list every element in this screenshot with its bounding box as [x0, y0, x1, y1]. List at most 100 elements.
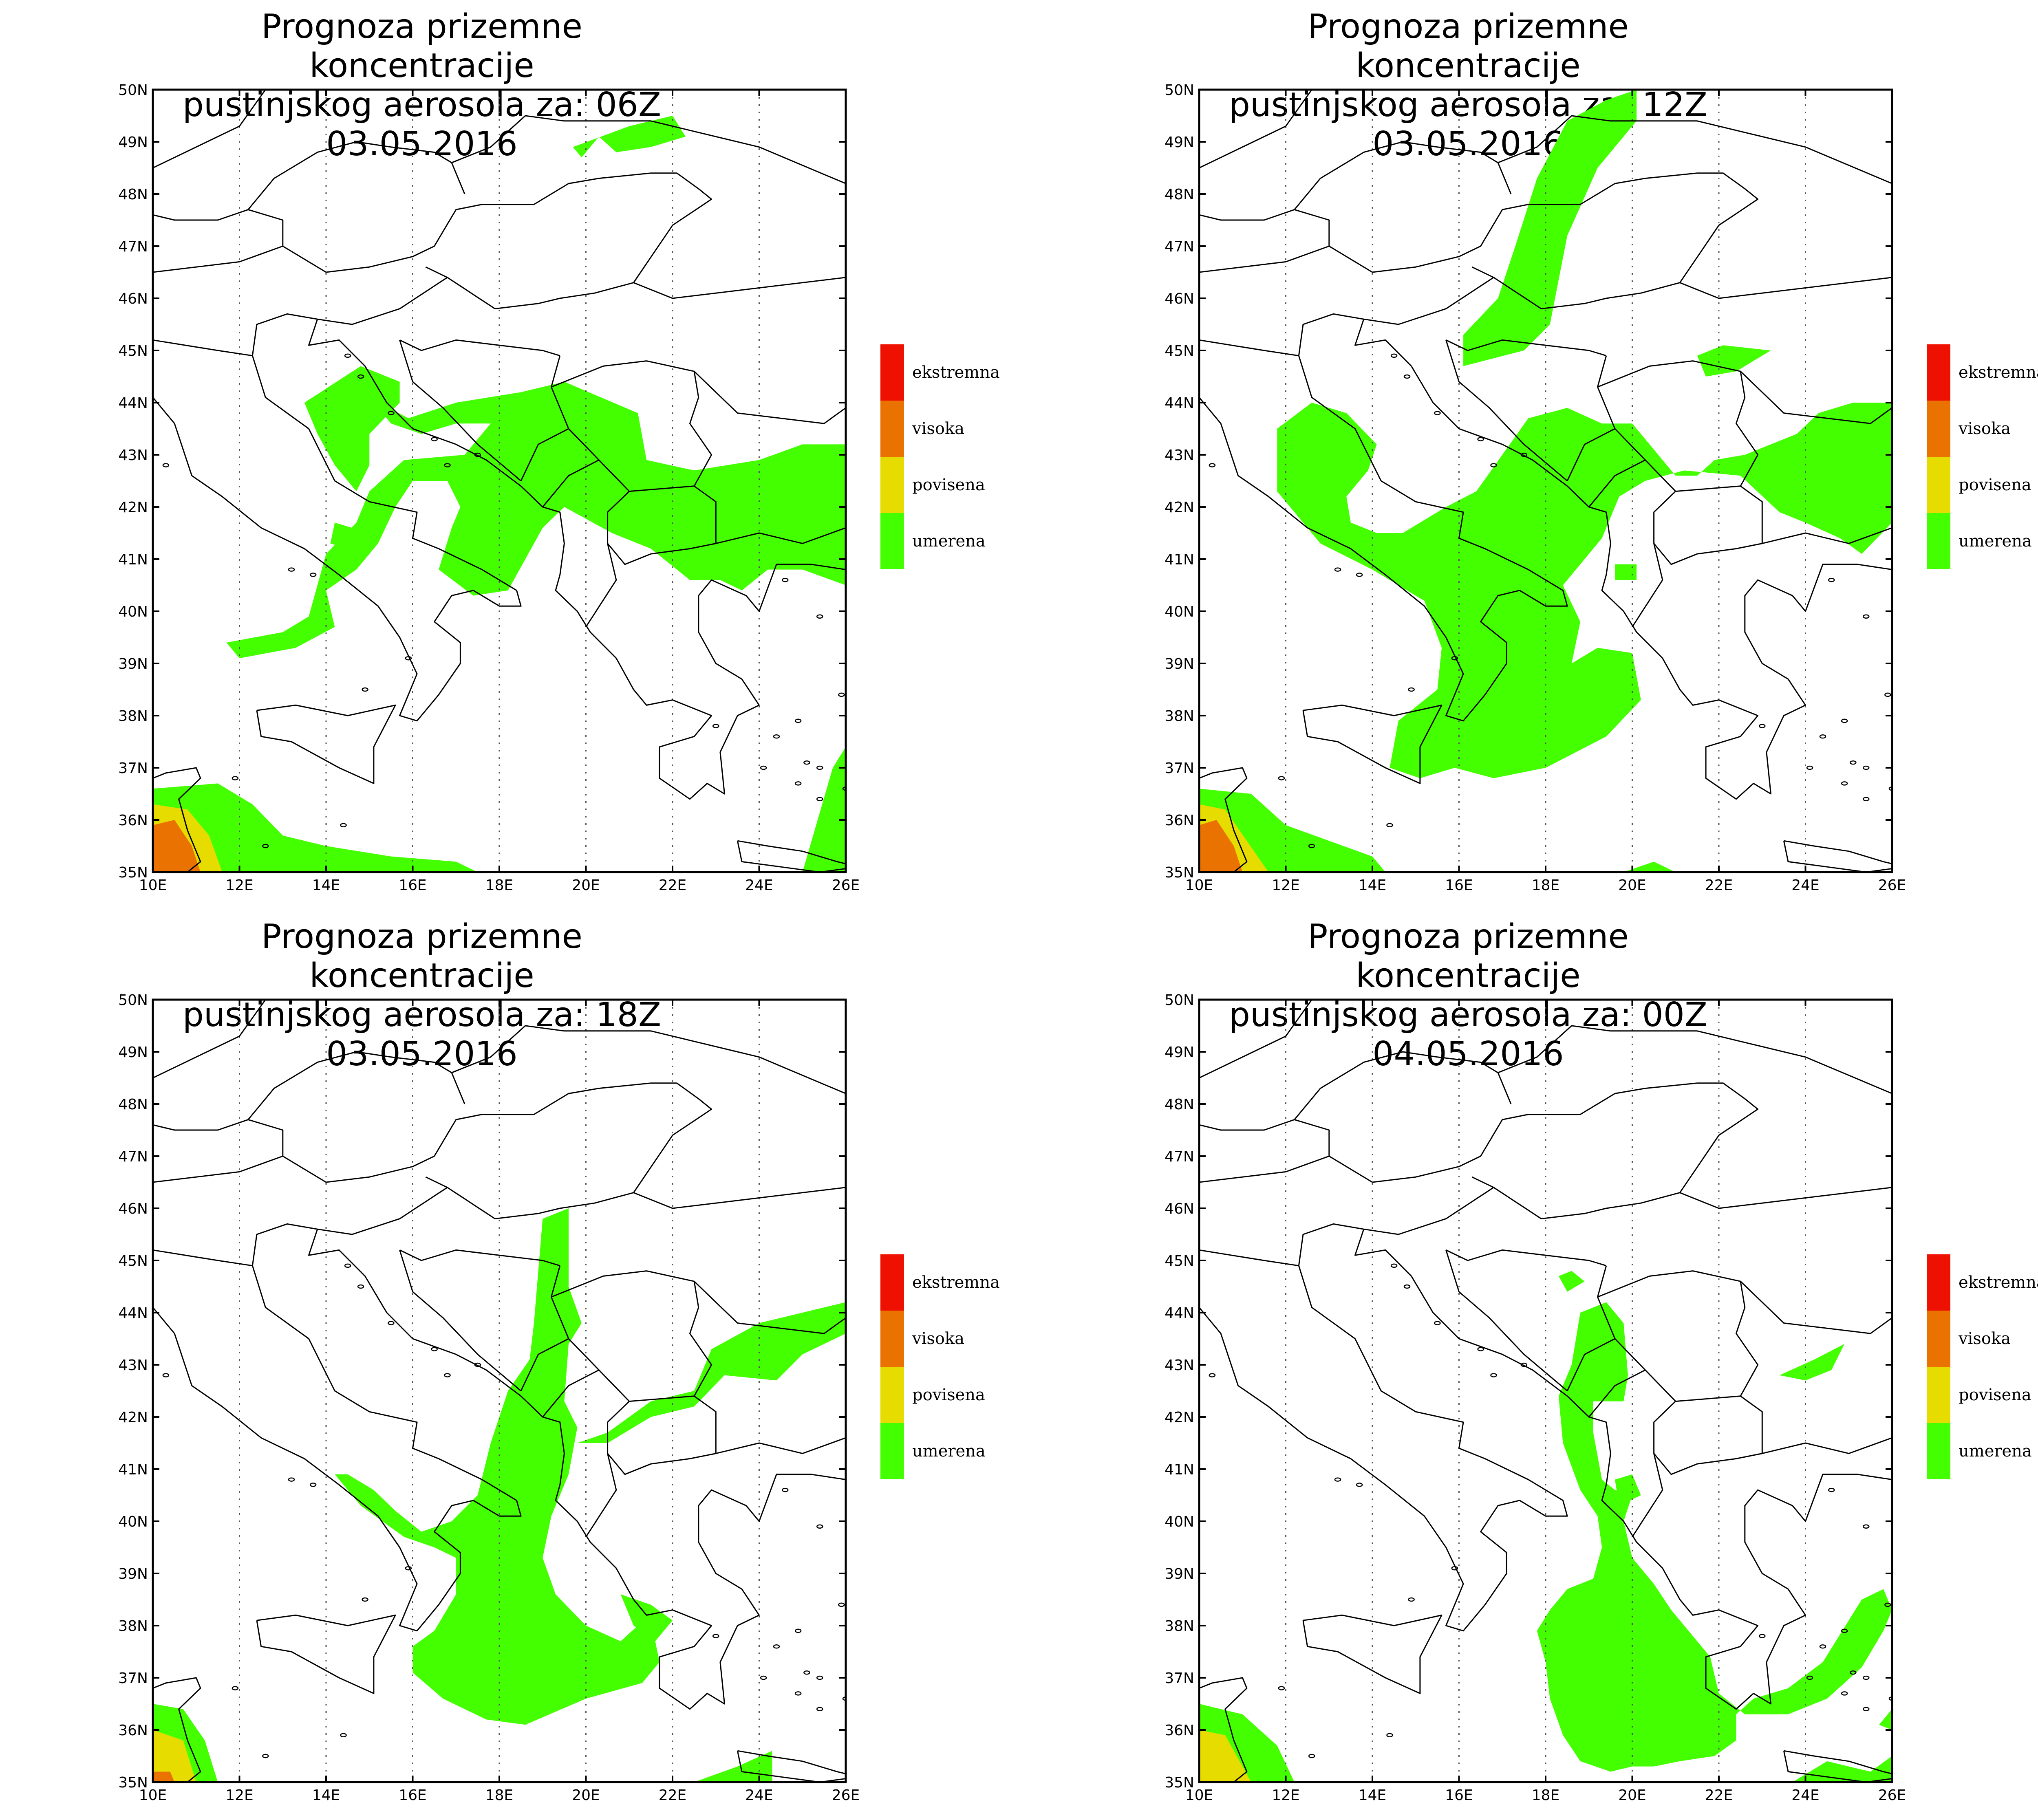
legend-label-umerena: umerena — [1959, 532, 2032, 551]
island — [388, 411, 395, 415]
legend-swatch-povisena — [1927, 457, 1950, 513]
lat-tick-label: 41N — [118, 1461, 148, 1478]
lon-tick-label: 14E — [1359, 1787, 1387, 1804]
island — [1209, 463, 1216, 467]
coastline — [256, 704, 396, 784]
coastline — [568, 1338, 695, 1402]
lon-tick-label: 10E — [1185, 1787, 1213, 1804]
lon-tick-label: 18E — [1532, 1787, 1560, 1804]
coastline — [1363, 1187, 1494, 1235]
dust-area-umerena — [1615, 564, 1637, 580]
coastline — [737, 840, 846, 872]
legend-label-umerena: umerena — [912, 532, 986, 551]
dust-area-umerena — [1697, 345, 1771, 377]
coastline — [1740, 1281, 1892, 1334]
island — [1356, 573, 1363, 577]
legend: ekstremna visoka povisena umerena — [880, 1254, 1000, 1479]
island — [816, 1675, 823, 1680]
coastline — [1445, 1249, 1568, 1392]
legend-label-povisena: povisena — [1959, 476, 2031, 494]
lon-tick-label: 12E — [1272, 877, 1300, 894]
legend-swatch-umerena — [880, 1423, 904, 1479]
island — [1828, 1487, 1835, 1492]
lon-tick-label: 20E — [1618, 877, 1646, 894]
island — [162, 463, 170, 467]
coastline — [694, 1281, 846, 1334]
lat-tick-label: 44N — [1165, 395, 1194, 412]
island — [288, 567, 295, 572]
coastline — [1498, 115, 1892, 184]
lat-tick-label: 47N — [118, 1148, 148, 1165]
coastline — [1199, 339, 1299, 357]
coastline — [153, 767, 201, 872]
coastline — [1614, 1338, 1741, 1402]
coastline — [551, 360, 712, 487]
island — [838, 1602, 845, 1607]
dust-area-povisena — [1199, 1730, 1251, 1782]
lat-tick-label: 47N — [1165, 1148, 1194, 1165]
panel-title: Prognoza prizemne koncentracije pustinjs… — [151, 7, 693, 164]
coastline — [308, 1229, 846, 1710]
island — [842, 786, 846, 791]
lat-tick-label: 40N — [1165, 1514, 1194, 1530]
dust-area-umerena — [1615, 1474, 1641, 1506]
legend-label-visoka: visoka — [1958, 1329, 2011, 1348]
lon-tick-label: 20E — [572, 1787, 600, 1804]
lat-tick-label: 41N — [1165, 1461, 1194, 1478]
legend-label-ekstremna: ekstremna — [912, 363, 1000, 382]
island — [444, 1373, 451, 1377]
lat-tick-label: 40N — [118, 604, 148, 620]
lat-tick-label: 46N — [118, 291, 148, 307]
coastline — [1294, 141, 1512, 210]
island — [344, 353, 351, 358]
coastline — [845, 611, 846, 613]
lon-tick-label: 26E — [832, 877, 860, 894]
title-line-1: Prognoza prizemne koncentracije — [1308, 917, 1629, 995]
lon-tick-label: 12E — [225, 877, 254, 894]
lat-tick-label: 42N — [1165, 1409, 1194, 1426]
lon-tick-label: 14E — [312, 1787, 340, 1804]
lon-tick-label: 20E — [572, 877, 600, 894]
lat-tick-label: 47N — [1165, 238, 1194, 255]
coastline — [153, 1223, 522, 1632]
island — [362, 687, 368, 692]
lat-tick-label: 50N — [1165, 992, 1194, 1009]
lon-tick-label: 26E — [832, 1787, 860, 1804]
dust-area-umerena — [1277, 403, 1892, 778]
coastline — [1740, 371, 1892, 424]
island — [712, 1634, 719, 1638]
lon-tick-label: 24E — [745, 877, 773, 894]
legend-swatch-umerena — [1927, 1423, 1950, 1479]
legend-label-umerena: umerena — [912, 1442, 986, 1461]
lat-tick-label: 50N — [118, 992, 148, 1009]
lat-tick-label: 39N — [1165, 1566, 1194, 1582]
lon-tick-label: 14E — [1359, 877, 1387, 894]
coastline — [1199, 90, 1312, 169]
coastline — [1653, 491, 1892, 565]
lat-tick-label: 41N — [1165, 551, 1194, 568]
dust-area-umerena — [620, 1594, 673, 1642]
island — [340, 1733, 347, 1738]
coastline — [247, 141, 465, 210]
island — [1819, 1644, 1826, 1649]
title-line-2: pustinjskog aerosola za: 18Z 03.05.2016 — [182, 996, 662, 1073]
coastline — [542, 459, 600, 507]
island — [794, 718, 802, 723]
coastline — [1199, 245, 1330, 273]
island — [816, 797, 823, 802]
coastline — [1354, 1229, 1892, 1710]
coastline — [1445, 339, 1568, 482]
island — [431, 437, 438, 441]
lon-tick-label: 26E — [1878, 1787, 1906, 1804]
island — [1819, 734, 1826, 739]
island — [856, 667, 862, 670]
island — [1888, 786, 1892, 791]
coastline — [1653, 1401, 1892, 1475]
coastline — [1498, 1025, 1892, 1094]
lat-tick-label: 46N — [1165, 1201, 1194, 1217]
island — [1386, 823, 1393, 828]
coastline — [153, 313, 522, 722]
coastline — [153, 1249, 253, 1267]
island — [816, 614, 823, 619]
coastline — [399, 339, 522, 482]
